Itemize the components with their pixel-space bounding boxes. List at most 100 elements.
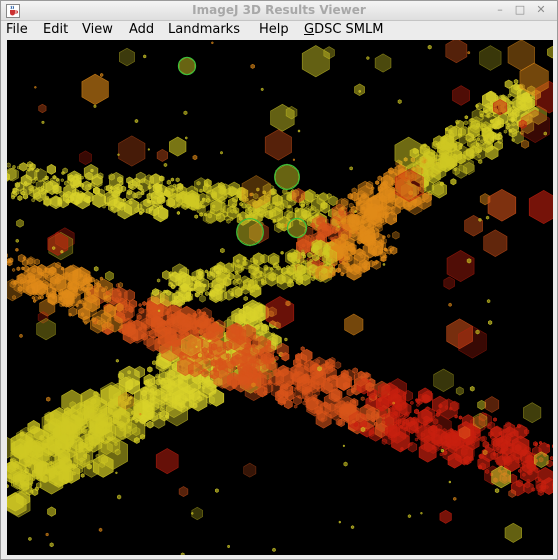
localisation-marker	[410, 400, 414, 405]
localisation-marker	[349, 208, 355, 215]
localisation-marker	[148, 204, 160, 217]
point-cloud[interactable]	[7, 40, 553, 555]
localisation-marker	[140, 317, 151, 330]
localisation-marker	[355, 219, 360, 224]
localisation-marker	[192, 154, 198, 161]
localisation-marker	[368, 248, 372, 253]
localisation-marker	[36, 317, 56, 341]
localisation-marker	[175, 183, 183, 193]
title-bar[interactable]: ImageJ 3D Results Viewer – □ ✕	[1, 1, 557, 21]
localisation-marker	[498, 132, 502, 136]
localisation-marker	[500, 426, 519, 447]
localisation-marker	[183, 110, 188, 116]
localisation-marker	[44, 175, 49, 181]
localisation-marker	[68, 312, 72, 317]
localisation-marker	[479, 110, 484, 116]
menu-landmarks[interactable]: Landmarks	[168, 22, 240, 37]
localisation-marker	[217, 359, 224, 367]
localisation-marker	[295, 371, 299, 376]
localisation-marker	[156, 329, 160, 333]
menu-add[interactable]: Add	[129, 22, 155, 37]
localisation-marker	[250, 265, 254, 270]
localisation-marker	[62, 167, 68, 174]
localisation-marker	[203, 351, 209, 357]
localisation-marker	[507, 40, 536, 71]
menu-bar: File Edit View Add Landmarks Help GDSC S…	[1, 21, 557, 39]
localisation-marker	[352, 246, 356, 251]
localisation-marker	[284, 223, 288, 228]
localisation-marker	[146, 199, 150, 204]
localisation-marker	[300, 274, 311, 287]
localisation-marker	[64, 193, 69, 198]
localisation-marker	[338, 520, 341, 524]
localisation-marker	[52, 465, 57, 471]
localisation-marker	[17, 165, 21, 170]
localisation-marker	[47, 231, 69, 256]
localisation-marker	[314, 245, 320, 251]
localisation-marker	[44, 442, 48, 447]
localisation-marker	[108, 173, 115, 181]
localisation-marker	[241, 284, 250, 295]
localisation-marker	[166, 179, 172, 185]
menu-gdsc-smlm-rest: DSC SMLM	[314, 22, 384, 37]
localisation-marker	[137, 191, 142, 196]
localisation-marker	[11, 194, 15, 200]
localisation-marker	[171, 188, 175, 192]
localisation-marker	[239, 323, 256, 344]
localisation-marker	[15, 247, 19, 252]
localisation-marker	[178, 270, 183, 275]
minimize-icon[interactable]: –	[497, 3, 503, 16]
localisation-marker	[307, 379, 315, 387]
localisation-marker	[204, 212, 208, 217]
menu-file[interactable]: File	[6, 22, 28, 37]
localisation-marker	[452, 85, 470, 106]
localisation-marker	[353, 248, 366, 263]
localisation-marker	[195, 345, 198, 348]
localisation-marker	[80, 283, 88, 292]
localisation-marker	[227, 544, 230, 549]
localisation-marker	[220, 151, 223, 155]
localisation-marker	[422, 394, 431, 404]
localisation-marker	[161, 377, 165, 382]
menu-help[interactable]: Help	[259, 22, 289, 37]
maximize-icon[interactable]: □	[514, 3, 526, 16]
3d-canvas[interactable]	[7, 40, 553, 555]
menu-gdsc-smlm[interactable]: GDSC SMLM	[304, 22, 383, 37]
localisation-marker	[203, 318, 210, 326]
localisation-marker	[335, 198, 348, 212]
localisation-marker	[175, 271, 191, 289]
localisation-marker	[486, 108, 490, 113]
localisation-marker	[125, 377, 140, 395]
localisation-marker	[387, 234, 391, 238]
selected-marker-outline[interactable]	[236, 218, 264, 246]
localisation-marker	[402, 419, 407, 425]
selected-marker-outline[interactable]	[177, 56, 197, 76]
menu-edit[interactable]: Edit	[43, 22, 69, 37]
localisation-marker	[226, 218, 231, 224]
localisation-marker	[342, 444, 345, 448]
localisation-marker	[232, 253, 246, 269]
selected-marker-outline[interactable]	[286, 217, 308, 239]
localisation-marker	[484, 468, 490, 474]
localisation-marker	[253, 269, 262, 279]
localisation-marker	[88, 183, 92, 188]
localisation-marker	[152, 200, 156, 205]
localisation-marker	[117, 372, 124, 380]
java-cup-icon	[6, 3, 20, 18]
localisation-marker	[40, 437, 43, 440]
localisation-marker	[305, 203, 310, 208]
localisation-marker	[31, 295, 35, 300]
localisation-marker	[361, 192, 367, 200]
localisation-marker	[98, 527, 103, 532]
selected-marker-outline[interactable]	[274, 164, 300, 190]
close-icon[interactable]: ✕	[536, 3, 546, 16]
localisation-marker	[106, 194, 120, 209]
localisation-marker	[147, 366, 153, 373]
menu-view[interactable]: View	[82, 22, 113, 37]
localisation-marker	[26, 161, 33, 168]
localisation-marker	[57, 199, 63, 205]
localisation-marker	[81, 73, 109, 105]
localisation-marker	[293, 404, 298, 409]
localisation-marker	[305, 199, 309, 204]
localisation-marker	[455, 386, 464, 396]
